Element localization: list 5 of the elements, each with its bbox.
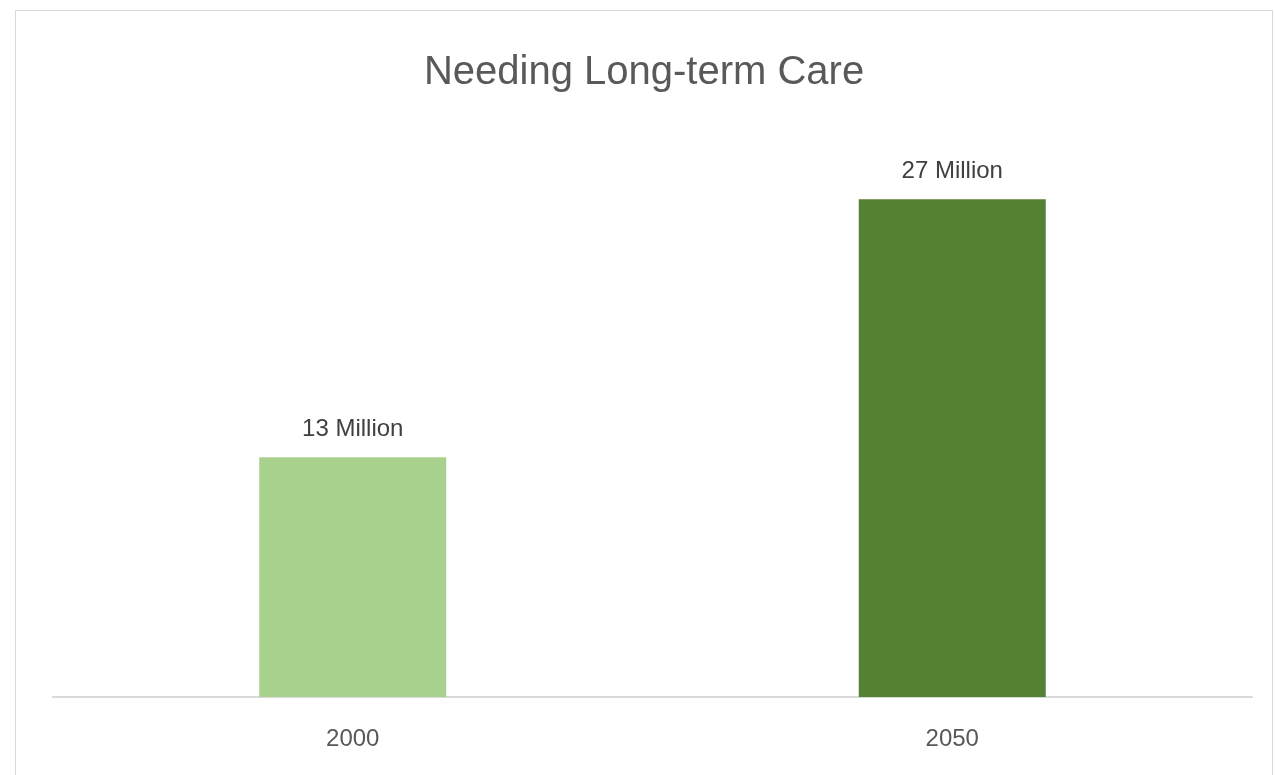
chart-title: Needing Long-term Care [423,48,865,92]
x-tick-label: 2050 [925,723,979,751]
x-tick-label: 2000 [326,723,380,751]
data-label: 13 Million [302,413,404,441]
data-label: 27 Million [901,155,1003,183]
